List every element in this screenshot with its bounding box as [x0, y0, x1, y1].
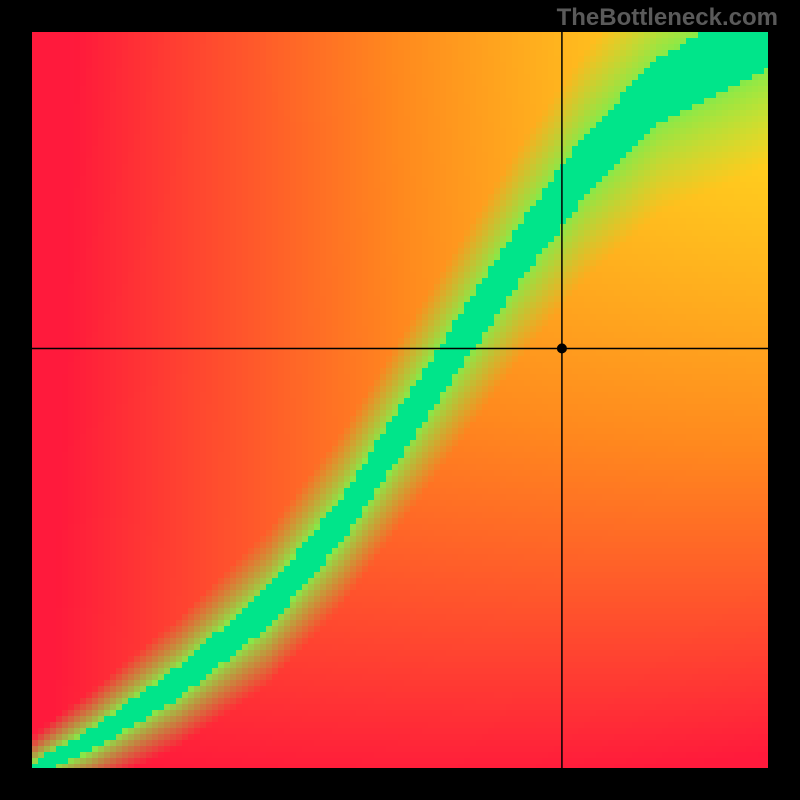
chart-container: TheBottleneck.com: [0, 0, 800, 800]
watermark-label: TheBottleneck.com: [557, 4, 778, 32]
bottleneck-heatmap-canvas: [0, 0, 800, 800]
